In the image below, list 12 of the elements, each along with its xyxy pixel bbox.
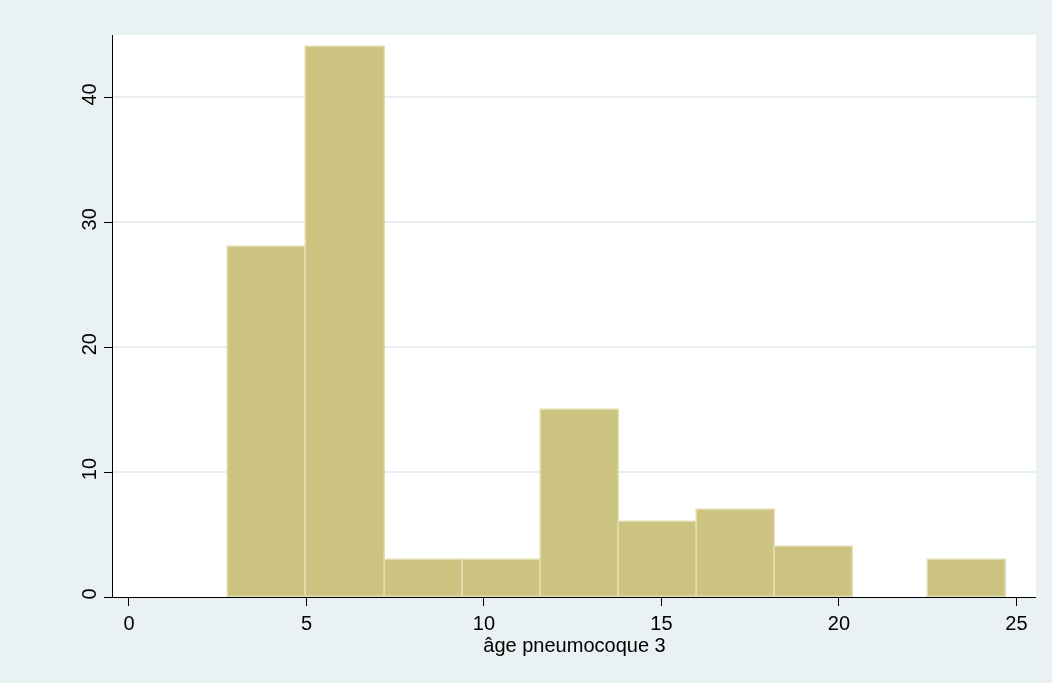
x-tick-label: 20 [827,612,851,634]
x-tick-label: 0 [123,612,135,634]
y-tick-label: 30 [78,208,100,231]
y-tick-label: 20 [78,333,100,356]
x-axis-title: âge pneumocoque 3 [483,634,666,656]
x-tick-label: 25 [1005,612,1028,634]
y-tick-label: 40 [78,83,100,106]
y-tick-label: 10 [78,457,100,481]
x-tick-label: 5 [300,612,313,634]
x-tick-label: 10 [472,612,496,634]
x-tick-label: 15 [650,612,673,634]
y-tick-label: 0 [78,588,100,600]
